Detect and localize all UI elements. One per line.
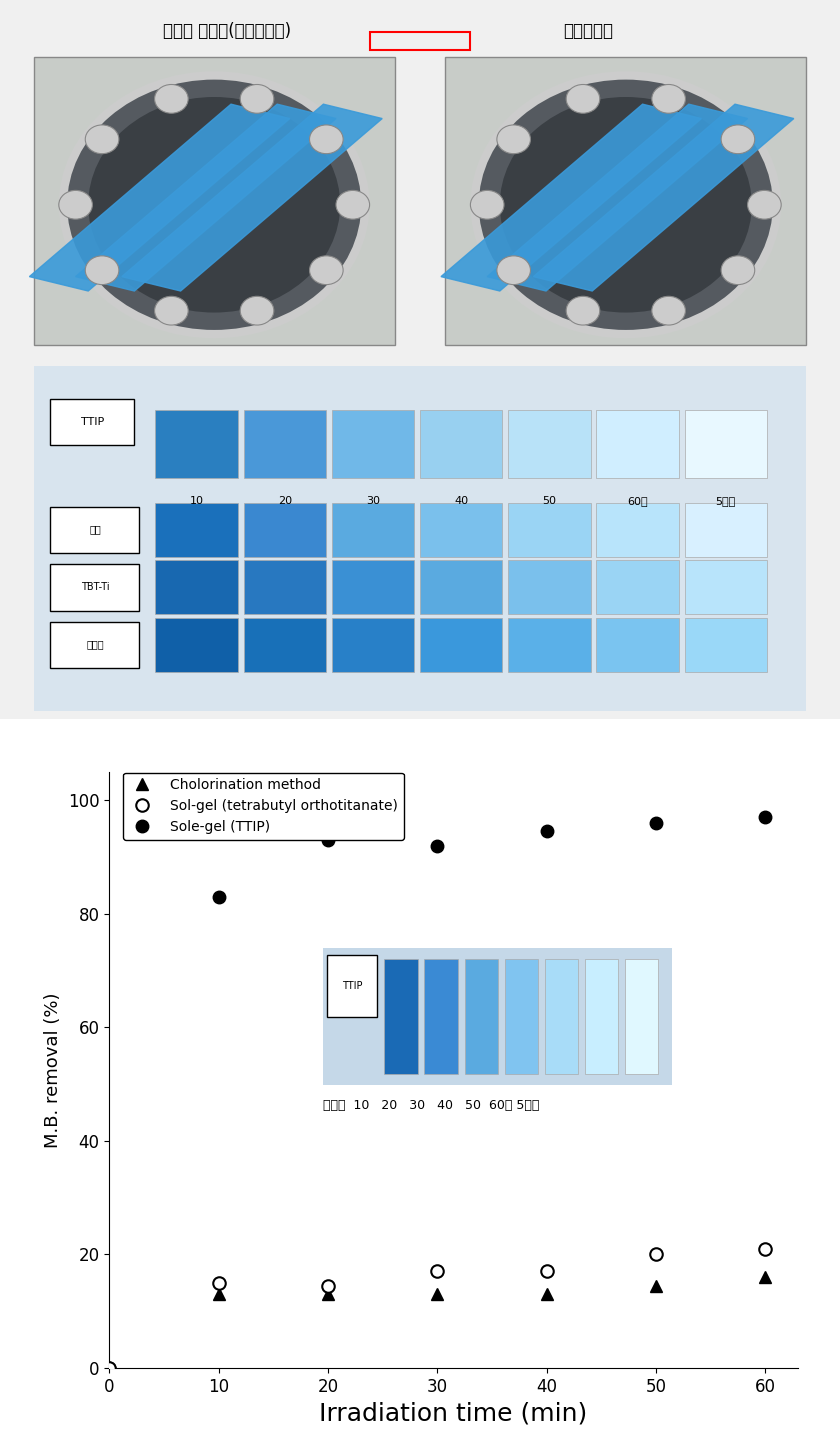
Circle shape — [566, 296, 600, 325]
Text: 40: 40 — [454, 496, 468, 506]
Bar — [244, 503, 326, 556]
Bar — [596, 410, 679, 477]
Bar — [155, 618, 238, 673]
Circle shape — [336, 191, 370, 218]
Circle shape — [309, 256, 343, 285]
Polygon shape — [76, 103, 336, 290]
Bar — [596, 503, 679, 556]
Ellipse shape — [63, 75, 365, 333]
Text: 50: 50 — [543, 496, 556, 506]
Text: 20: 20 — [278, 496, 291, 506]
Polygon shape — [441, 103, 701, 290]
Bar — [50, 398, 134, 445]
X-axis label: Irradiation time (min): Irradiation time (min) — [319, 1401, 588, 1426]
Polygon shape — [29, 103, 290, 290]
Bar — [244, 560, 326, 615]
Bar — [332, 503, 414, 556]
Text: 원심분리후: 원심분리후 — [563, 22, 613, 40]
Bar — [420, 410, 502, 477]
Ellipse shape — [500, 96, 752, 313]
Ellipse shape — [475, 75, 777, 333]
Bar — [625, 960, 658, 1073]
Circle shape — [155, 296, 188, 325]
Circle shape — [721, 256, 754, 285]
Circle shape — [721, 125, 754, 154]
Bar — [34, 366, 806, 711]
Text: TTIP: TTIP — [342, 981, 363, 992]
Bar — [155, 560, 238, 615]
Bar — [155, 503, 238, 556]
Circle shape — [497, 125, 531, 154]
Bar — [685, 618, 767, 673]
Text: 써리리: 써리리 — [87, 639, 103, 650]
Bar — [370, 32, 470, 50]
Circle shape — [86, 256, 119, 285]
Ellipse shape — [88, 96, 340, 313]
Bar — [420, 560, 502, 615]
Polygon shape — [533, 103, 794, 290]
Text: TTIP: TTIP — [81, 417, 104, 427]
Bar — [327, 956, 377, 1017]
Bar — [34, 57, 395, 345]
Circle shape — [240, 85, 274, 114]
Text: 10: 10 — [190, 496, 203, 506]
Text: 60분: 60분 — [627, 496, 648, 506]
Bar — [155, 410, 238, 477]
Y-axis label: M.B. removal (%): M.B. removal (%) — [45, 992, 62, 1148]
Circle shape — [240, 296, 274, 325]
Circle shape — [59, 191, 92, 218]
Bar — [50, 506, 139, 553]
Bar — [385, 960, 417, 1073]
Polygon shape — [487, 103, 748, 290]
Bar — [50, 621, 139, 668]
Bar — [508, 560, 591, 615]
Legend: Cholorination method, Sol-gel (tetrabutyl orthotitanate), Sole-gel (TTIP): Cholorination method, Sol-gel (tetrabuty… — [123, 773, 404, 839]
Bar — [424, 960, 458, 1073]
Circle shape — [652, 85, 685, 114]
Bar — [445, 57, 806, 345]
Bar — [244, 618, 326, 673]
Bar — [596, 560, 679, 615]
Text: 염소: 염소 — [89, 525, 101, 535]
Text: 증류수  10   20   30   40   50  60분 5시간: 증류수 10 20 30 40 50 60분 5시간 — [323, 1098, 540, 1112]
Bar — [596, 618, 679, 673]
Circle shape — [86, 125, 119, 154]
Bar — [685, 560, 767, 615]
Text: 광츉매 실험후(원심분리전): 광츉매 실험후(원심분리전) — [163, 22, 291, 40]
Bar — [508, 503, 591, 556]
Polygon shape — [122, 103, 382, 290]
Bar — [545, 960, 578, 1073]
Bar — [420, 618, 502, 673]
Bar — [585, 960, 618, 1073]
Text: TBT-Ti: TBT-Ti — [81, 582, 109, 592]
Circle shape — [470, 191, 504, 218]
Bar — [244, 410, 326, 477]
Circle shape — [748, 191, 781, 218]
Bar — [332, 618, 414, 673]
Circle shape — [497, 256, 531, 285]
Bar — [505, 960, 538, 1073]
Text: 5시간: 5시간 — [716, 496, 736, 506]
Bar — [465, 960, 498, 1073]
Bar — [420, 503, 502, 556]
Circle shape — [566, 85, 600, 114]
Bar — [508, 618, 591, 673]
Bar — [508, 410, 591, 477]
Bar — [332, 410, 414, 477]
Bar — [50, 563, 139, 611]
Bar — [685, 503, 767, 556]
Text: 30: 30 — [366, 496, 380, 506]
Bar — [332, 560, 414, 615]
Circle shape — [309, 125, 343, 154]
Circle shape — [155, 85, 188, 114]
Bar — [685, 410, 767, 477]
Circle shape — [652, 296, 685, 325]
